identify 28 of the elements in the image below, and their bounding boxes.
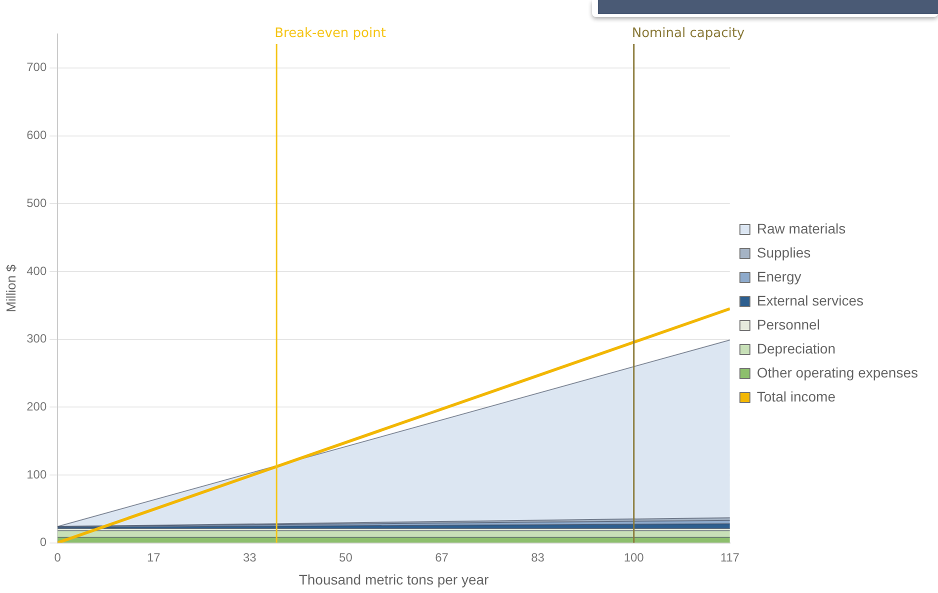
x-axis-title: Thousand metric tons per year: [298, 571, 490, 588]
x-tick-label: 33: [242, 550, 257, 564]
legend-label: Raw materials: [756, 220, 846, 236]
y-tick-label: 600: [26, 128, 47, 142]
x-tick-label: 50: [339, 550, 353, 564]
y-tick-label: 0: [40, 535, 47, 550]
ref-line-label: Break-even point: [274, 26, 386, 41]
y-tick-label: 300: [26, 332, 47, 346]
y-axis-title: Million $: [3, 264, 18, 312]
legend-label: Other operating expenses: [756, 364, 918, 380]
x-tick-label: 83: [531, 550, 545, 564]
x-tick-label: 67: [435, 550, 449, 564]
y-tick-label: 700: [26, 60, 47, 74]
legend-label: Total income: [756, 388, 836, 404]
legend-label: Depreciation: [756, 340, 836, 356]
y-tick-label: 500: [26, 196, 47, 210]
legend-label: Personnel: [756, 316, 820, 332]
x-tick-label: 17: [147, 550, 161, 564]
ref-line-label: Nominal capacity: [632, 26, 745, 41]
legend-label: External services: [756, 292, 864, 308]
y-tick-label: 400: [26, 264, 47, 278]
legend-label: Supplies: [756, 244, 811, 260]
y-tick-label: 200: [26, 399, 47, 414]
x-tick-label: 100: [624, 550, 644, 564]
x-tick-label: 117: [720, 550, 740, 564]
y-tick-label: 100: [26, 467, 47, 482]
x-tick-label: 0: [54, 550, 62, 564]
legend-label: Energy: [756, 268, 802, 284]
